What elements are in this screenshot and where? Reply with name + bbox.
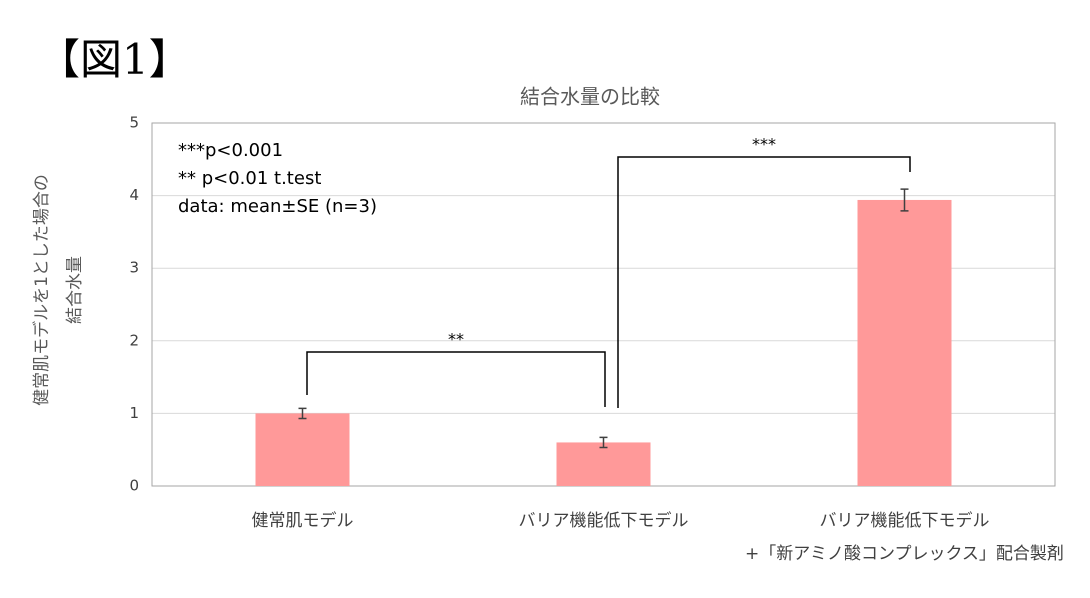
figure-heading: 【図1】 (38, 35, 191, 84)
y-axis-label: 健常肌モデルを1とした場合の (31, 174, 52, 406)
significance-label: ** (448, 330, 464, 349)
annotation: data: mean±SE (n=3) (178, 196, 377, 217)
x-tick-label: +「新アミノ酸コンプレックス」配合製剤 (745, 544, 1064, 564)
y-tick-label: 3 (129, 259, 139, 277)
chart-title: 結合水量の比較 (520, 85, 660, 109)
x-tick-label: バリア機能低下モデル (820, 510, 990, 531)
y-tick-label: 5 (129, 114, 139, 132)
y-tick-label: 1 (129, 404, 139, 422)
error-bar (599, 436, 608, 449)
y-tick-label: 2 (129, 331, 139, 349)
x-tick-label: バリア機能低下モデル (519, 510, 689, 531)
y-tick-label: 0 (129, 477, 139, 495)
y-tick-label: 4 (129, 186, 139, 204)
error-bar (900, 188, 909, 212)
significance-label: *** (752, 135, 776, 154)
significance-bracket (617, 156, 911, 408)
bar (255, 413, 350, 486)
significance-bracket (306, 351, 606, 407)
bar (556, 442, 651, 486)
annotation: ***p<0.001 (178, 140, 283, 161)
annotation: ** p<0.01 t.test (178, 168, 321, 189)
error-bar (298, 407, 307, 420)
y-axis-label: 結合水量 (65, 256, 85, 324)
bar (857, 199, 952, 486)
x-tick-label: 健常肌モデル (252, 510, 354, 531)
